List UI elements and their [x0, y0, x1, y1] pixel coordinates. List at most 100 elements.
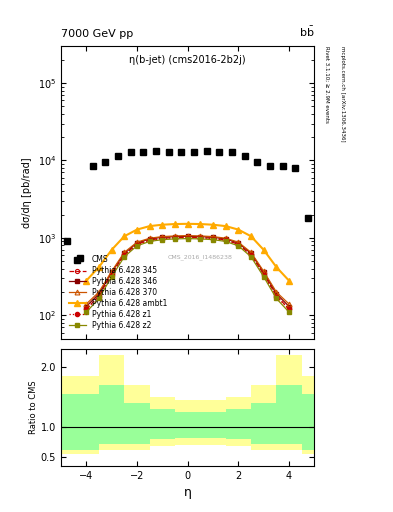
CMS: [103, 159, 108, 165]
Pythia 6.428 z1: [84, 306, 89, 312]
Pythia 6.428 370: [236, 239, 241, 245]
Pythia 6.428 346: [287, 304, 292, 310]
Pythia 6.428 370: [135, 239, 140, 245]
Pythia 6.428 ambt1: [249, 233, 253, 239]
Pythia 6.428 ambt1: [261, 247, 266, 253]
Pythia 6.428 370: [160, 233, 165, 240]
Line: Pythia 6.428 370: Pythia 6.428 370: [84, 233, 292, 307]
Pythia 6.428 370: [109, 268, 114, 274]
Pythia 6.428 346: [261, 269, 266, 275]
Pythia 6.428 z1: [261, 271, 266, 278]
Pythia 6.428 z1: [160, 236, 165, 242]
Pythia 6.428 ambt1: [211, 222, 215, 228]
Pythia 6.428 346: [135, 240, 140, 246]
Pythia 6.428 ambt1: [173, 221, 177, 227]
Legend: CMS, Pythia 6.428 345, Pythia 6.428 346, Pythia 6.428 370, Pythia 6.428 ambt1, P: CMS, Pythia 6.428 345, Pythia 6.428 346,…: [66, 252, 171, 333]
Pythia 6.428 370: [198, 233, 203, 239]
Pythia 6.428 345: [223, 237, 228, 243]
Pythia 6.428 370: [287, 301, 292, 307]
Y-axis label: Ratio to CMS: Ratio to CMS: [29, 380, 38, 434]
Pythia 6.428 z1: [198, 235, 203, 241]
CMS: [179, 148, 184, 155]
Pythia 6.428 z1: [122, 252, 127, 259]
Pythia 6.428 ambt1: [236, 226, 241, 232]
Pythia 6.428 345: [97, 292, 101, 298]
Pythia 6.428 370: [211, 233, 215, 240]
Pythia 6.428 370: [173, 233, 177, 239]
Pythia 6.428 370: [122, 249, 127, 255]
Pythia 6.428 346: [185, 233, 190, 239]
Pythia 6.428 345: [135, 241, 140, 247]
Pythia 6.428 345: [236, 241, 241, 247]
Pythia 6.428 ambt1: [147, 223, 152, 229]
Pythia 6.428 370: [97, 289, 101, 295]
Pythia 6.428 345: [109, 271, 114, 278]
Pythia 6.428 z2: [147, 239, 152, 245]
Pythia 6.428 346: [211, 234, 215, 240]
Line: CMS: CMS: [64, 148, 311, 261]
Pythia 6.428 z2: [160, 237, 165, 243]
CMS: [154, 148, 158, 154]
Pythia 6.428 z2: [173, 236, 177, 242]
Text: CMS_2016_I1486238: CMS_2016_I1486238: [168, 254, 233, 260]
Line: Pythia 6.428 345: Pythia 6.428 345: [84, 235, 291, 311]
Pythia 6.428 ambt1: [84, 278, 89, 284]
Pythia 6.428 z1: [211, 236, 215, 242]
Pythia 6.428 346: [160, 234, 165, 240]
Pythia 6.428 345: [173, 234, 177, 241]
CMS: [192, 148, 196, 155]
Pythia 6.428 346: [109, 269, 114, 275]
Line: Pythia 6.428 ambt1: Pythia 6.428 ambt1: [83, 221, 292, 284]
CMS: [204, 148, 209, 154]
Text: Rivet 3.1.10; ≥ 2.9M events: Rivet 3.1.10; ≥ 2.9M events: [324, 46, 329, 123]
Pythia 6.428 346: [223, 236, 228, 242]
Pythia 6.428 z2: [122, 254, 127, 260]
Pythia 6.428 345: [185, 234, 190, 240]
CMS: [268, 163, 272, 169]
Pythia 6.428 345: [211, 235, 215, 241]
Pythia 6.428 z1: [109, 271, 114, 278]
Pythia 6.428 346: [97, 291, 101, 297]
CMS: [128, 149, 133, 155]
Pythia 6.428 346: [84, 304, 89, 310]
Text: 7000 GeV pp: 7000 GeV pp: [61, 29, 133, 39]
CMS: [90, 163, 95, 169]
CMS: [217, 148, 222, 155]
Pythia 6.428 370: [223, 235, 228, 241]
Pythia 6.428 z1: [185, 234, 190, 241]
Line: Pythia 6.428 z1: Pythia 6.428 z1: [84, 236, 291, 311]
Pythia 6.428 z1: [287, 306, 292, 312]
Pythia 6.428 345: [198, 234, 203, 241]
Pythia 6.428 345: [160, 235, 165, 241]
Pythia 6.428 z1: [223, 237, 228, 243]
Pythia 6.428 z1: [274, 293, 279, 300]
Pythia 6.428 z1: [249, 252, 253, 259]
CMS: [293, 165, 298, 171]
Pythia 6.428 346: [249, 250, 253, 257]
Pythia 6.428 345: [261, 271, 266, 278]
Pythia 6.428 346: [236, 240, 241, 246]
Pythia 6.428 z1: [236, 242, 241, 248]
Pythia 6.428 ambt1: [287, 278, 292, 284]
Pythia 6.428 370: [274, 289, 279, 295]
Pythia 6.428 ambt1: [97, 264, 101, 270]
Pythia 6.428 z2: [274, 295, 279, 302]
Pythia 6.428 z2: [84, 309, 89, 315]
Pythia 6.428 ambt1: [109, 247, 114, 253]
CMS: [255, 159, 260, 165]
Line: Pythia 6.428 346: Pythia 6.428 346: [84, 234, 291, 309]
CMS: [242, 153, 247, 159]
Pythia 6.428 ambt1: [160, 222, 165, 228]
Pythia 6.428 345: [84, 306, 89, 312]
X-axis label: η: η: [184, 486, 192, 499]
Pythia 6.428 z1: [97, 293, 101, 300]
Pythia 6.428 345: [147, 237, 152, 243]
CMS: [141, 148, 146, 155]
Pythia 6.428 345: [287, 306, 292, 312]
Pythia 6.428 370: [261, 268, 266, 274]
Pythia 6.428 z2: [135, 243, 140, 249]
Text: mcplots.cern.ch [arXiv:1306.3436]: mcplots.cern.ch [arXiv:1306.3436]: [340, 46, 345, 142]
Line: Pythia 6.428 z2: Pythia 6.428 z2: [84, 237, 291, 314]
CMS: [77, 255, 82, 261]
Pythia 6.428 ambt1: [122, 233, 127, 239]
